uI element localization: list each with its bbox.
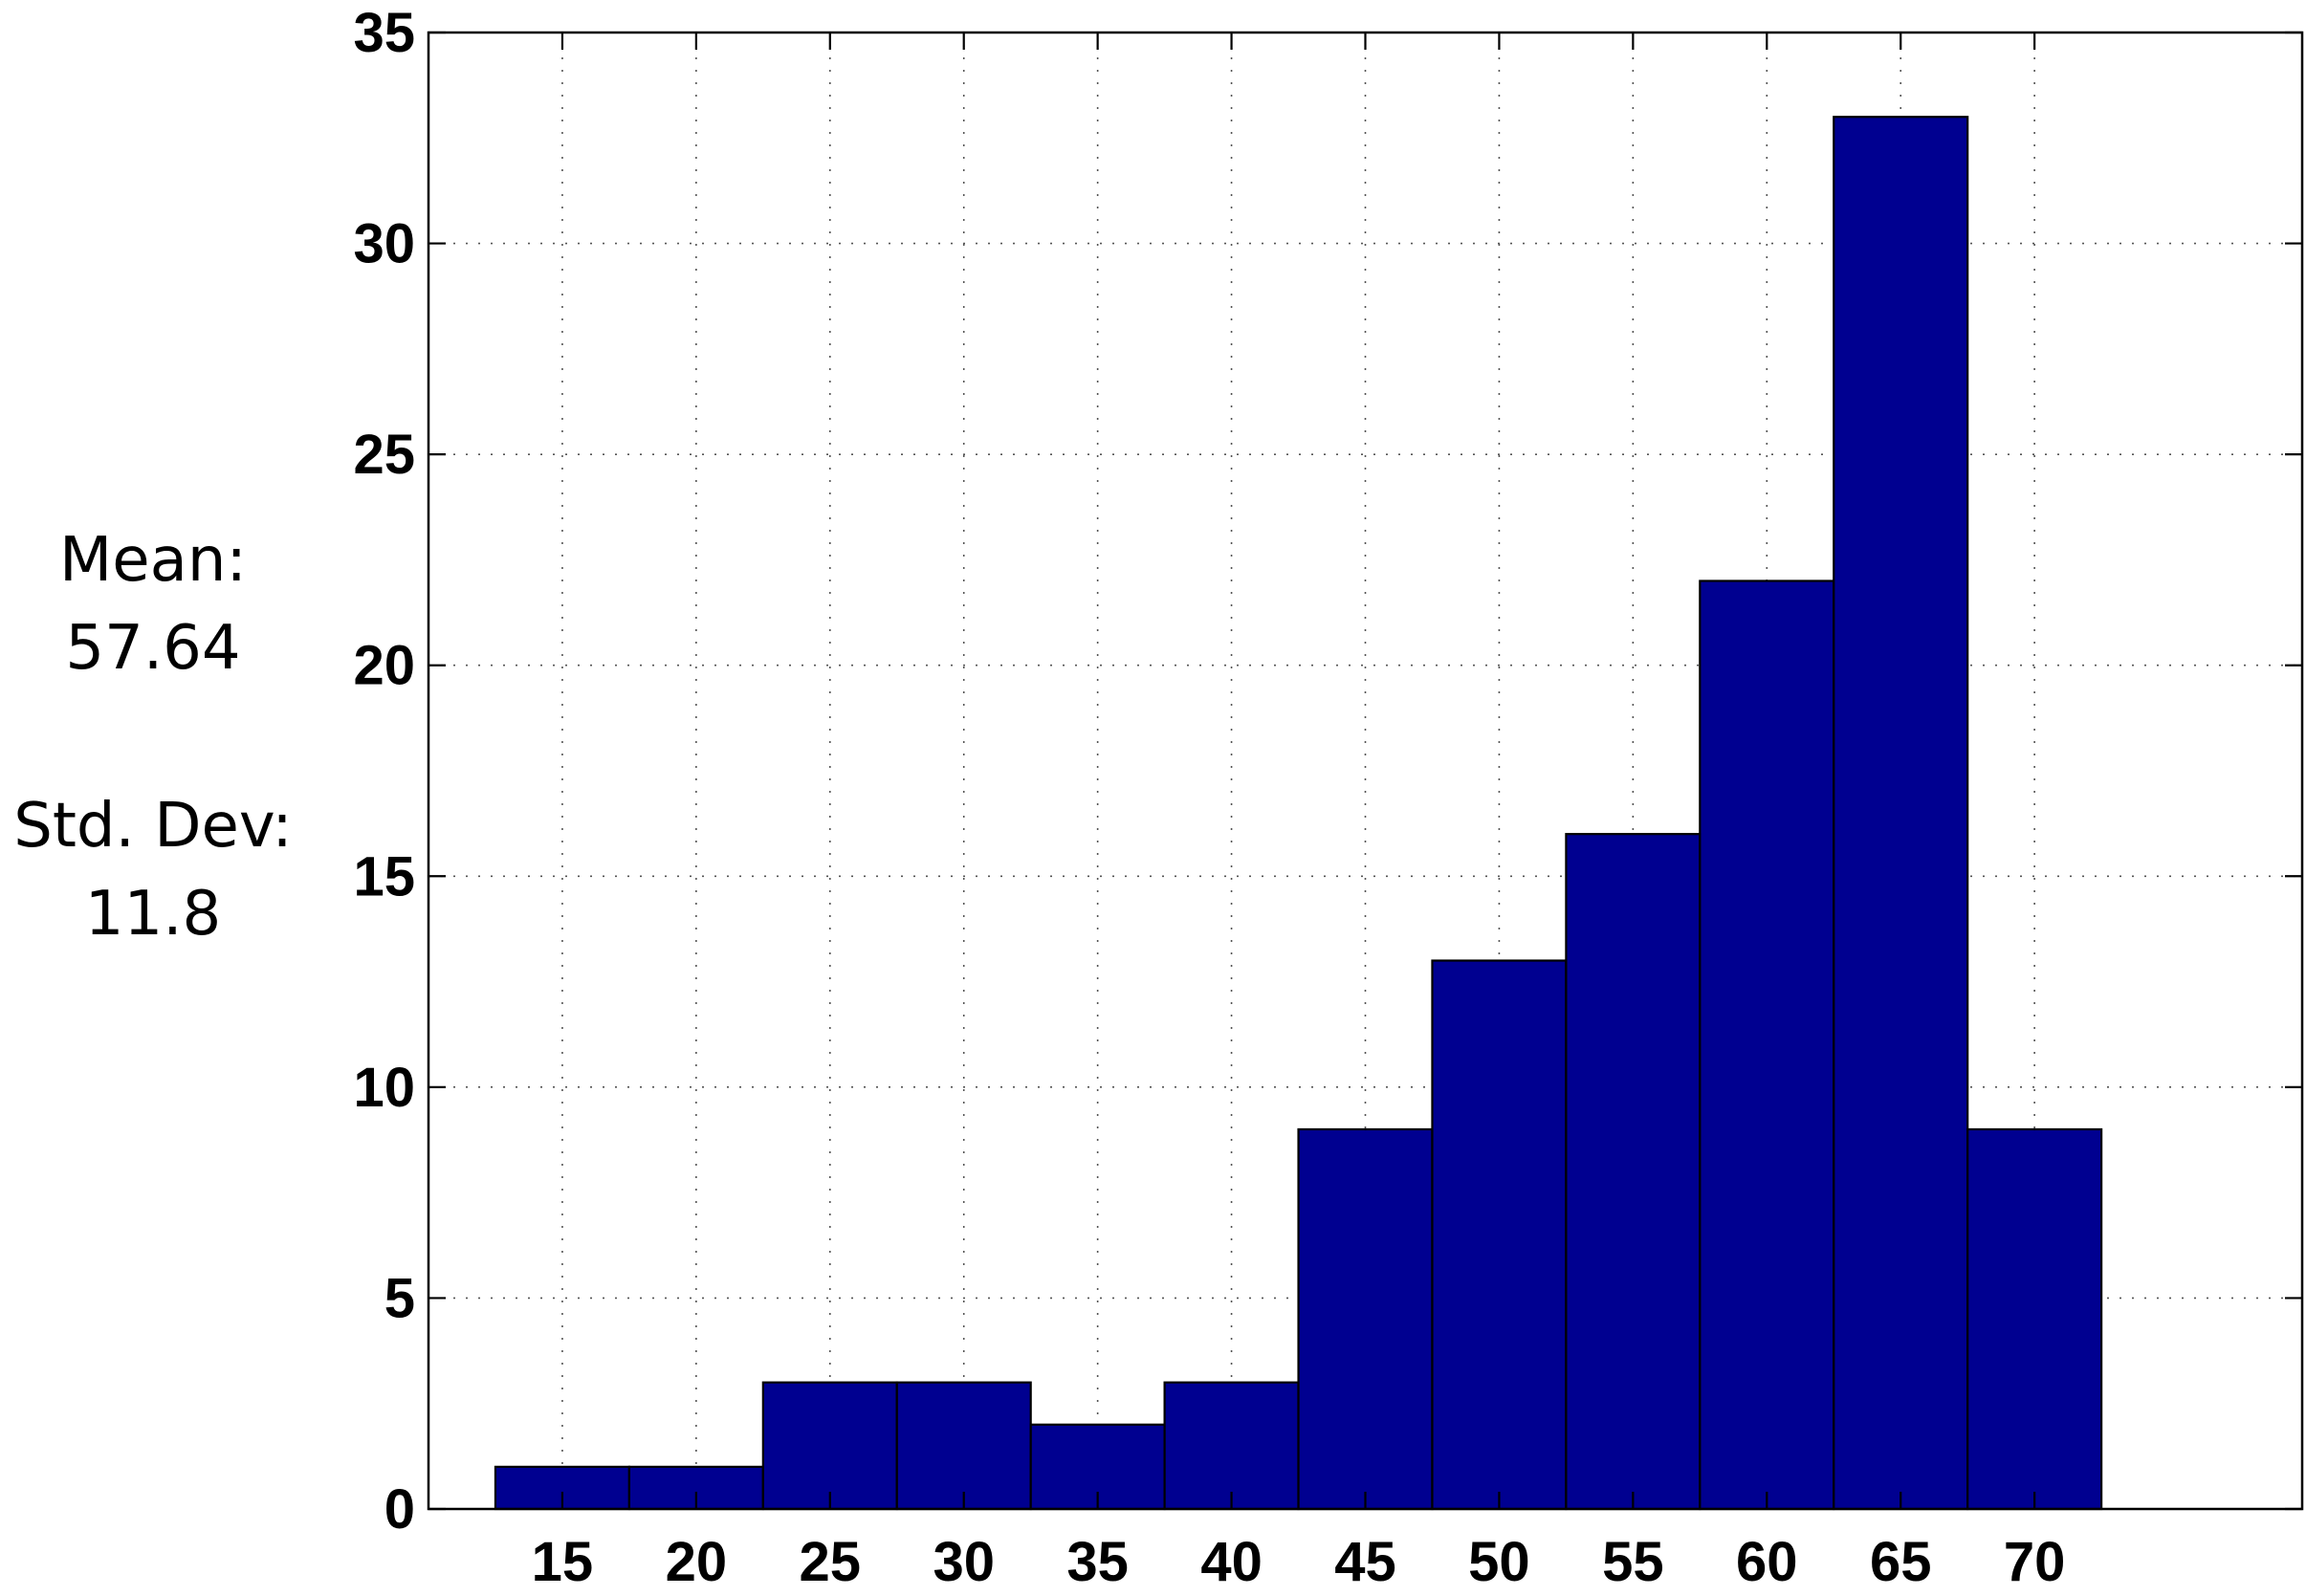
x-tick-label-30: 30 (933, 1531, 995, 1593)
x-tick-label-25: 25 (800, 1531, 862, 1593)
mean-label: Mean: (59, 525, 247, 596)
tick-labels: 15 20 25 30 35 40 45 50 55 60 65 70 0 5 10 15 20 25 30 35 (353, 2, 2065, 1593)
y-tick-label-30: 30 (353, 213, 415, 275)
x-tick-label-60: 60 (1736, 1531, 1798, 1593)
bar-55 (1565, 833, 1702, 1511)
y-tick-label-0: 0 (384, 1478, 415, 1541)
axis-ticks (428, 31, 2302, 1511)
bar-30 (895, 1381, 1032, 1511)
y-tick-label-20: 20 (353, 635, 415, 697)
y-tick-label-15: 15 (353, 845, 415, 907)
x-tick-label-50: 50 (1468, 1531, 1530, 1593)
y-tick-label-10: 10 (353, 1057, 415, 1119)
histogram-bars (494, 116, 2103, 1511)
mean-stat: Mean: 57.64 (0, 516, 306, 692)
bar-50 (1431, 959, 1568, 1511)
mean-value: 57.64 (65, 613, 241, 684)
std-dev-stat: Std. Dev: 11.8 (0, 782, 306, 958)
x-tick-label-35: 35 (1066, 1531, 1129, 1593)
x-tick-label-70: 70 (2004, 1531, 2066, 1593)
bar-65 (1833, 116, 1969, 1511)
bar-45 (1297, 1127, 1434, 1511)
bar-70 (1966, 1127, 2103, 1511)
x-tick-label-20: 20 (666, 1531, 728, 1593)
bar-40 (1163, 1381, 1300, 1511)
bar-60 (1699, 579, 1835, 1511)
std-dev-label: Std. Dev: (13, 791, 293, 862)
y-tick-label-5: 5 (384, 1267, 415, 1329)
x-tick-label-40: 40 (1200, 1531, 1263, 1593)
x-tick-label-65: 65 (1870, 1531, 1932, 1593)
y-tick-label-35: 35 (353, 2, 415, 64)
x-tick-label-55: 55 (1602, 1531, 1664, 1593)
bar-25 (761, 1381, 898, 1511)
std-dev-value: 11.8 (84, 879, 222, 950)
y-tick-label-25: 25 (353, 424, 415, 486)
x-tick-label-15: 15 (532, 1531, 594, 1593)
grid-lines (428, 33, 2302, 1509)
x-tick-label-45: 45 (1334, 1531, 1396, 1593)
